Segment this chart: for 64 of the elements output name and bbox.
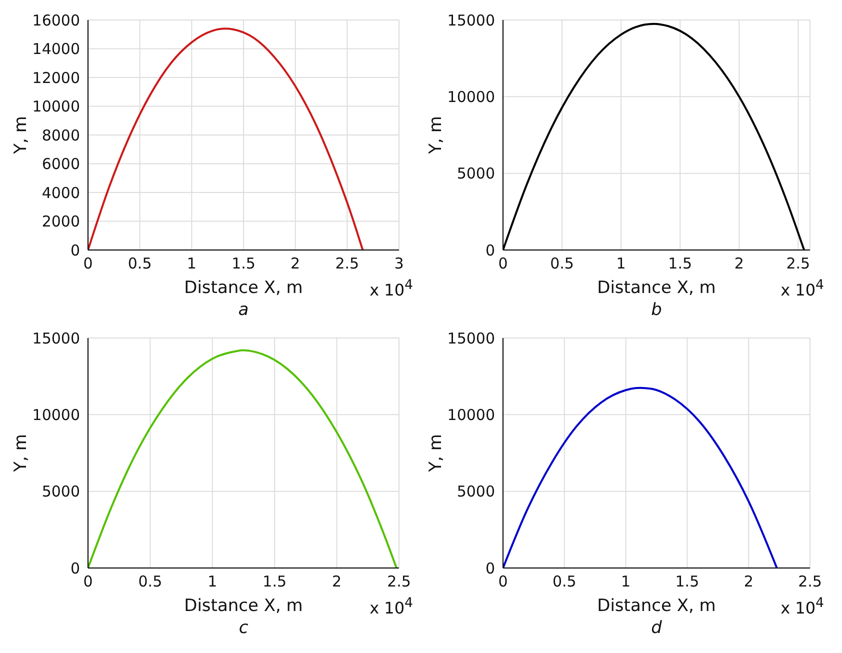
y-tick-label: 10000 [32, 406, 80, 424]
text: d [650, 618, 663, 638]
line-series [503, 386, 778, 568]
y-tick-label: 0 [70, 241, 80, 260]
x-tick-label: 1 [208, 572, 218, 591]
y-tick-label: 12000 [32, 68, 80, 87]
x-tick-label: 2.5 [786, 254, 810, 273]
x-tick-label: 2.5 [798, 572, 822, 591]
x-axis-title: Distance X, m [184, 278, 303, 298]
x-tick-label: 0.5 [552, 572, 576, 591]
text: b [650, 300, 663, 320]
y-tick-label: 5000 [456, 482, 495, 501]
x-tick-label: 2 [744, 572, 754, 591]
x-tick-label: 0 [498, 572, 508, 591]
y-tick-label: 2000 [42, 212, 80, 231]
text: x 10$^{4}$ [780, 596, 824, 618]
x-tick-label: 1 [616, 254, 626, 273]
y-tick-label: 15000 [32, 329, 80, 348]
text: a [237, 300, 250, 320]
x-tick-label: 0.5 [550, 254, 574, 273]
y-tick-label: 14000 [32, 40, 80, 58]
text: c [238, 618, 250, 638]
x-tick-label: 2 [332, 572, 342, 591]
y-tick-label: 10000 [447, 406, 495, 424]
x-tick-label: 0 [83, 254, 93, 273]
y-tick-label: 4000 [42, 184, 80, 202]
x-tick-label: 0 [498, 254, 508, 273]
y-axis-title: Y, m [426, 434, 446, 473]
x-tick-label: 3 [394, 254, 404, 273]
x-axis-title: Distance X, m [597, 596, 716, 616]
y-tick-label: 0 [485, 559, 495, 578]
y-tick-label: 10000 [32, 98, 80, 116]
x-tick-label: 2.5 [335, 254, 360, 273]
y-tick-label: 0 [485, 241, 495, 260]
x-axis-title: Distance X, m [184, 596, 303, 616]
x-tick-label: 1 [186, 254, 196, 273]
y-axis-title: Y, m [426, 116, 446, 155]
x-tick-label: 2 [734, 254, 744, 273]
x-tick-label: 1 [621, 572, 631, 591]
line-series [88, 28, 364, 250]
text: x 10$^{4}$ [780, 278, 824, 300]
y-axis-title: Y, m [11, 434, 32, 473]
x-tick-label: 1.5 [668, 254, 692, 273]
x-tick-label: 1.5 [262, 572, 287, 591]
y-tick-label: 5000 [456, 164, 495, 183]
x-tick-label: 2.5 [387, 572, 411, 591]
x-tick-label: 1.5 [675, 572, 700, 591]
text: x 10$^{4}$ [370, 278, 413, 300]
y-axis-title: Y, m [11, 116, 32, 155]
y-tick-label: 6000 [42, 155, 80, 174]
y-tick-label: 5000 [42, 482, 80, 501]
y-tick-label: 16000 [32, 11, 80, 30]
x-tick-label: 0 [83, 572, 93, 591]
x-axis-title: Distance X, m [597, 278, 716, 298]
x-tick-label: 0.5 [128, 254, 152, 273]
y-tick-label: 15000 [447, 11, 495, 30]
y-tick-label: 0 [70, 559, 80, 578]
text: x 10$^{4}$ [370, 596, 413, 618]
y-tick-label: 8000 [42, 126, 80, 144]
x-tick-label: 0.5 [138, 572, 162, 591]
x-tick-label: 1.5 [232, 254, 256, 273]
x-tick-label: 2 [290, 254, 300, 273]
y-tick-label: 15000 [447, 329, 495, 348]
y-tick-label: 10000 [447, 88, 495, 106]
